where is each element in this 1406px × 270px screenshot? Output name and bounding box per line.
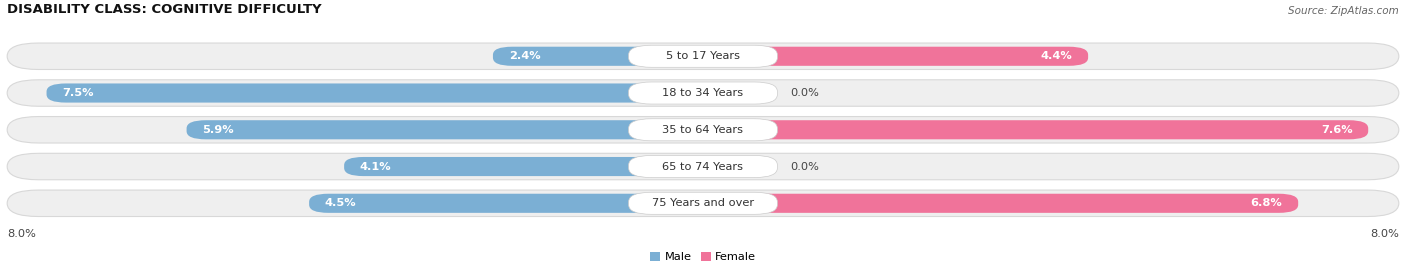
FancyBboxPatch shape <box>703 47 1088 66</box>
Text: 4.5%: 4.5% <box>325 198 357 208</box>
Text: 35 to 64 Years: 35 to 64 Years <box>662 125 744 135</box>
Text: 18 to 34 Years: 18 to 34 Years <box>662 88 744 98</box>
FancyBboxPatch shape <box>628 156 778 178</box>
Text: 7.6%: 7.6% <box>1320 125 1353 135</box>
FancyBboxPatch shape <box>344 157 703 176</box>
Text: 75 Years and over: 75 Years and over <box>652 198 754 208</box>
Text: 0.0%: 0.0% <box>790 88 820 98</box>
FancyBboxPatch shape <box>46 83 703 103</box>
FancyBboxPatch shape <box>7 190 1399 217</box>
FancyBboxPatch shape <box>309 194 703 213</box>
Text: 4.1%: 4.1% <box>360 161 391 171</box>
FancyBboxPatch shape <box>628 45 778 67</box>
Text: 8.0%: 8.0% <box>1369 229 1399 239</box>
FancyBboxPatch shape <box>187 120 703 139</box>
Text: 6.8%: 6.8% <box>1251 198 1282 208</box>
FancyBboxPatch shape <box>703 83 725 103</box>
Text: Source: ZipAtlas.com: Source: ZipAtlas.com <box>1288 6 1399 16</box>
Text: 8.0%: 8.0% <box>7 229 37 239</box>
Text: 2.4%: 2.4% <box>509 51 540 61</box>
FancyBboxPatch shape <box>628 192 778 214</box>
FancyBboxPatch shape <box>628 82 778 104</box>
FancyBboxPatch shape <box>7 117 1399 143</box>
Legend: Male, Female: Male, Female <box>645 247 761 267</box>
Text: 5 to 17 Years: 5 to 17 Years <box>666 51 740 61</box>
FancyBboxPatch shape <box>494 47 703 66</box>
FancyBboxPatch shape <box>7 43 1399 69</box>
Text: 7.5%: 7.5% <box>62 88 94 98</box>
FancyBboxPatch shape <box>7 153 1399 180</box>
FancyBboxPatch shape <box>703 157 725 176</box>
Text: 5.9%: 5.9% <box>202 125 233 135</box>
FancyBboxPatch shape <box>703 194 1298 213</box>
FancyBboxPatch shape <box>703 120 1368 139</box>
FancyBboxPatch shape <box>7 80 1399 106</box>
Text: DISABILITY CLASS: COGNITIVE DIFFICULTY: DISABILITY CLASS: COGNITIVE DIFFICULTY <box>7 3 322 16</box>
Text: 4.4%: 4.4% <box>1040 51 1073 61</box>
FancyBboxPatch shape <box>628 119 778 141</box>
Text: 65 to 74 Years: 65 to 74 Years <box>662 161 744 171</box>
Text: 0.0%: 0.0% <box>790 161 820 171</box>
